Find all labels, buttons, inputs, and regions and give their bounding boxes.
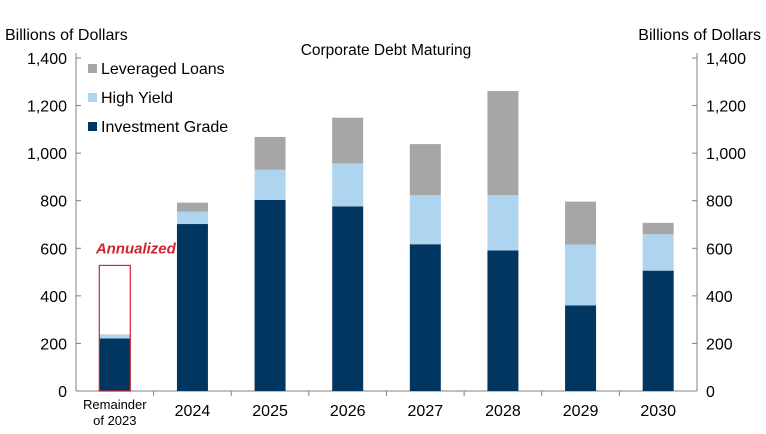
right-axis-title: Billions of Dollars (638, 27, 761, 44)
annualized-outline (98, 264, 131, 392)
left-tick-label: 0 (58, 384, 67, 401)
bar-investment-grade (332, 206, 364, 391)
left-axis-title: Billions of Dollars (5, 27, 128, 44)
bar-investment-grade (487, 250, 519, 391)
right-tick-label: 600 (706, 241, 733, 258)
x-tick-label: 2025 (252, 403, 288, 420)
x-tick-label: Remainder (83, 397, 147, 412)
left-tick-label: 1,200 (27, 99, 67, 116)
right-tick-label: 200 (706, 336, 733, 353)
right-tick-label: 400 (706, 289, 733, 306)
x-tick-label: 2028 (485, 403, 521, 420)
bar-high-yield (565, 244, 597, 306)
legend-swatch (88, 93, 97, 102)
bar-leveraged-loans (565, 201, 597, 245)
legend-label: Leveraged Loans (101, 61, 225, 78)
bar-investment-grade (565, 305, 597, 391)
left-tick-label: 800 (40, 194, 67, 211)
x-tick-label: 2029 (563, 403, 599, 420)
legend-swatch (88, 64, 97, 73)
right-tick-label: 1,200 (706, 99, 746, 116)
bar-leveraged-loans (409, 144, 441, 196)
chart-title: Corporate Debt Maturing (301, 42, 472, 59)
left-tick-label: 1,400 (27, 51, 67, 68)
bar-leveraged-loans (254, 136, 286, 170)
legend-label: High Yield (101, 90, 173, 107)
bar-high-yield (176, 211, 208, 225)
legend-label: Investment Grade (101, 119, 228, 136)
bar-high-yield (487, 195, 519, 251)
legend-swatch (88, 122, 97, 131)
bar-high-yield (254, 169, 286, 201)
right-tick-label: 1,400 (706, 51, 746, 68)
left-tick-label: 400 (40, 289, 67, 306)
bar-investment-grade (254, 200, 286, 391)
bar-high-yield (332, 163, 364, 207)
annotation-label: Annualized (95, 240, 177, 257)
left-tick-label: 600 (40, 241, 67, 258)
bar-investment-grade (99, 338, 131, 391)
bar-high-yield (409, 195, 441, 245)
bar-high-yield (642, 234, 674, 271)
x-tick-label: 2026 (330, 403, 366, 420)
bar-leveraged-loans (487, 91, 519, 196)
bar-leveraged-loans (332, 117, 364, 164)
bar-leveraged-loans (642, 222, 674, 235)
x-tick-label: 2030 (640, 403, 676, 420)
bar-investment-grade (642, 270, 674, 391)
x-tick-label: 2027 (408, 403, 444, 420)
bar-leveraged-loans (176, 202, 208, 212)
bar-investment-grade (176, 224, 208, 391)
left-tick-label: 200 (40, 336, 67, 353)
x-tick-label: 2024 (175, 403, 211, 420)
right-tick-label: 0 (706, 384, 715, 401)
left-tick-label: 1,000 (27, 146, 67, 163)
right-tick-label: 1,000 (706, 146, 746, 163)
bar-investment-grade (409, 244, 441, 391)
right-tick-label: 800 (706, 194, 733, 211)
x-tick-label: of 2023 (93, 413, 136, 428)
bar-high-yield (99, 335, 131, 339)
